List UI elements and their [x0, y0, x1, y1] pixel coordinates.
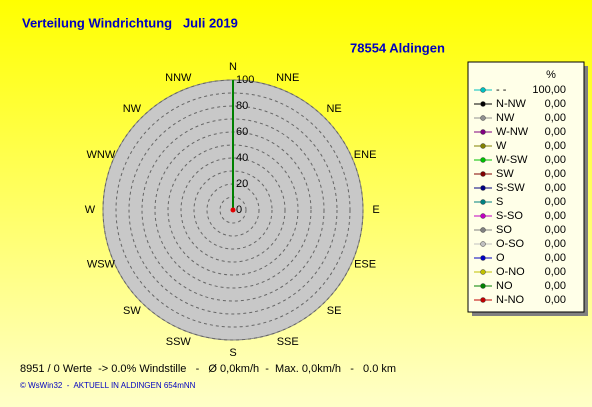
legend-marker [480, 115, 486, 121]
legend-marker [480, 101, 486, 107]
direction-label: E [372, 204, 379, 216]
legend-value: 0,00 [545, 168, 566, 180]
direction-label: NW [123, 103, 142, 115]
legend-label: NO [496, 280, 513, 292]
legend-label: W [496, 140, 507, 152]
legend-value: 0,00 [545, 182, 566, 194]
direction-label: ESE [354, 259, 376, 271]
direction-label: S [229, 347, 236, 359]
legend-value: 100,00 [532, 84, 566, 96]
legend-marker [480, 129, 486, 135]
legend-marker [480, 185, 486, 191]
grid-ring [115, 92, 351, 328]
legend-label: W-NW [496, 126, 529, 138]
footer: © WsWin32 - AKTUELL IN ALDINGEN 654mNN [20, 381, 196, 390]
legend-marker [480, 87, 486, 93]
r-tick-label: 0 [236, 204, 242, 216]
direction-label: NNE [276, 72, 299, 84]
legend-marker [480, 283, 486, 289]
legend-label: NW [496, 112, 515, 124]
legend-marker [480, 199, 486, 205]
legend-value: 0,00 [545, 224, 566, 236]
direction-label: ENE [354, 149, 377, 161]
direction-label: WSW [87, 259, 116, 271]
legend-label: O-SO [496, 238, 525, 250]
r-tick-label: 100 [236, 74, 254, 86]
legend-value: 0,00 [545, 112, 566, 124]
legend-label: N-NO [496, 294, 525, 306]
grid-ring [193, 170, 273, 250]
legend-label: S [496, 196, 503, 208]
direction-label: SE [327, 305, 342, 317]
legend-label: O [496, 252, 505, 264]
stats: 8951 / 0 Werte -> 0.0% Windstille - Ø 0,… [20, 363, 396, 375]
legend-value: 0,00 [545, 140, 566, 152]
legend-marker [480, 255, 486, 261]
legend-label: - - [496, 84, 507, 96]
direction-label: N [229, 61, 237, 73]
legend-value: 0,00 [545, 238, 566, 250]
direction-label: WNW [87, 149, 116, 161]
legend-label: S-SO [496, 210, 523, 222]
grid-ring [180, 157, 286, 263]
direction-label: W [85, 204, 96, 216]
legend-label: S-SW [496, 182, 525, 194]
chart-subtitle: 78554 Aldingen [350, 40, 445, 55]
grid-ring [128, 105, 338, 315]
grid-ring [167, 144, 299, 276]
legend-label: W-SW [496, 154, 528, 166]
legend-value: 0,00 [545, 98, 566, 110]
legend-value: 0,00 [545, 196, 566, 208]
r-tick-label: 40 [236, 152, 248, 164]
legend-marker [480, 297, 486, 303]
chart-title: Verteilung Windrichtung Juli 2019 [22, 15, 238, 30]
r-tick-label: 60 [236, 126, 248, 138]
legend-label: O-NO [496, 266, 525, 278]
legend-value: 0,00 [545, 210, 566, 222]
legend-value: 0,00 [545, 154, 566, 166]
center-dot [230, 207, 236, 213]
direction-label: SSW [166, 336, 192, 348]
direction-label: SW [123, 305, 141, 317]
legend-header: % [546, 69, 556, 81]
direction-label: SSE [277, 336, 299, 348]
legend-value: 0,00 [545, 280, 566, 292]
legend-marker [480, 143, 486, 149]
legend-value: 0,00 [545, 294, 566, 306]
direction-label: NNW [165, 72, 192, 84]
legend-label: N-NW [496, 98, 527, 110]
legend-marker [480, 269, 486, 275]
r-tick-label: 80 [236, 100, 248, 112]
legend-marker [480, 213, 486, 219]
legend-value: 0,00 [545, 252, 566, 264]
legend-label: SW [496, 168, 514, 180]
r-tick-label: 20 [236, 178, 248, 190]
direction-label: NE [326, 103, 341, 115]
legend-value: 0,00 [545, 266, 566, 278]
legend-marker [480, 157, 486, 163]
legend-marker [480, 241, 486, 247]
legend-marker [480, 171, 486, 177]
legend-label: SO [496, 224, 512, 236]
legend-marker [480, 227, 486, 233]
legend-value: 0,00 [545, 126, 566, 138]
